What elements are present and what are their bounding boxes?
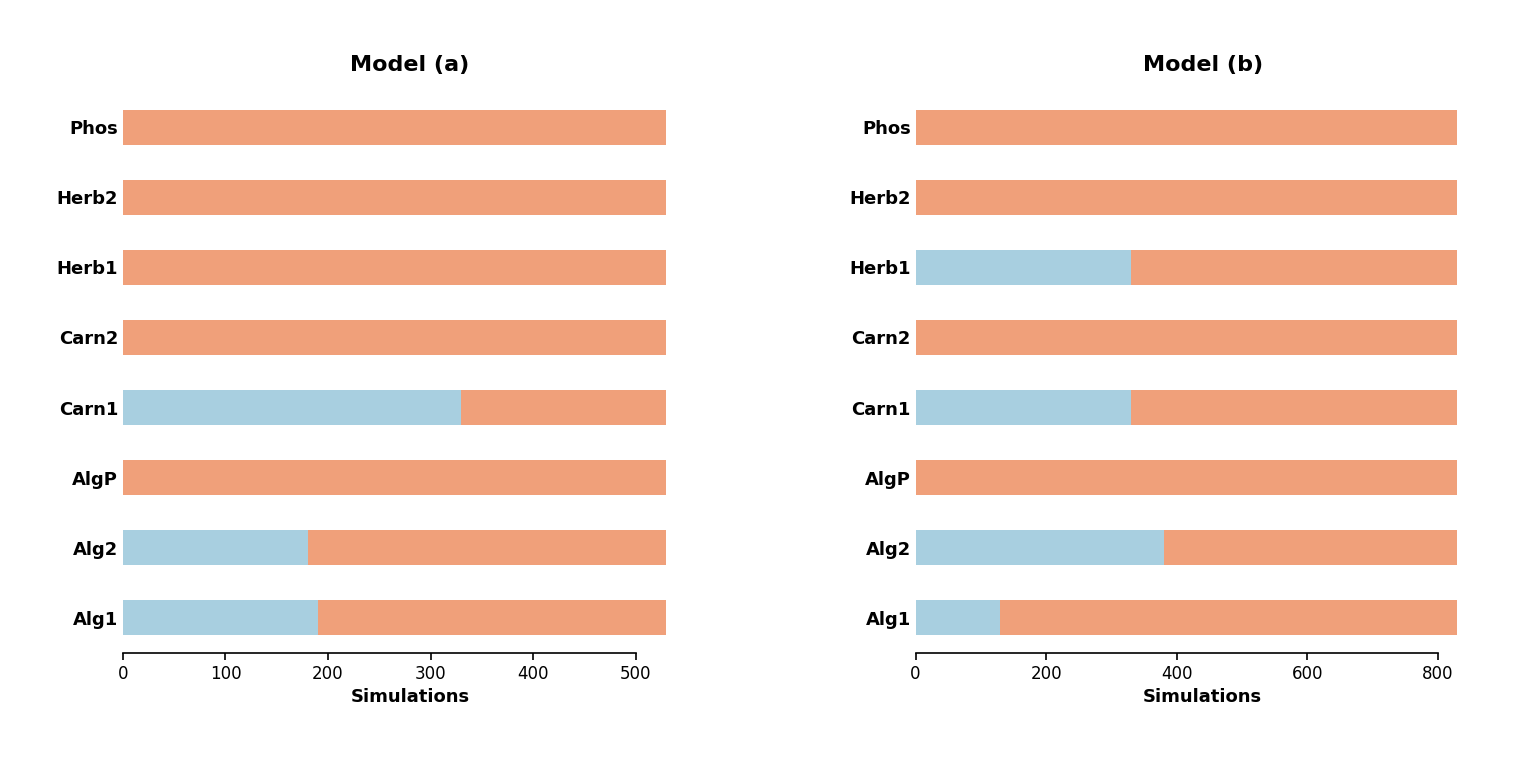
Bar (123, 530, 307, 565)
X-axis label: Simulations: Simulations (350, 688, 470, 706)
Bar (123, 180, 667, 215)
Bar (915, 110, 1458, 144)
Bar (123, 390, 461, 425)
Bar (307, 530, 667, 565)
Bar (1164, 530, 1458, 565)
Bar (1130, 390, 1458, 425)
Bar (461, 390, 667, 425)
Bar (1130, 250, 1458, 285)
Bar (123, 460, 667, 495)
Bar (318, 601, 667, 635)
Bar (123, 110, 667, 144)
Title: Model (a): Model (a) (350, 55, 470, 75)
Bar (915, 180, 1458, 215)
Title: Model (b): Model (b) (1143, 55, 1263, 75)
Bar (915, 320, 1458, 355)
Bar (915, 601, 1000, 635)
Bar (1000, 601, 1458, 635)
Bar (915, 390, 1130, 425)
Bar (123, 320, 667, 355)
Bar (915, 460, 1458, 495)
Bar (915, 250, 1130, 285)
Bar (123, 601, 318, 635)
X-axis label: Simulations: Simulations (1143, 688, 1263, 706)
Bar (915, 530, 1164, 565)
Bar (123, 250, 667, 285)
